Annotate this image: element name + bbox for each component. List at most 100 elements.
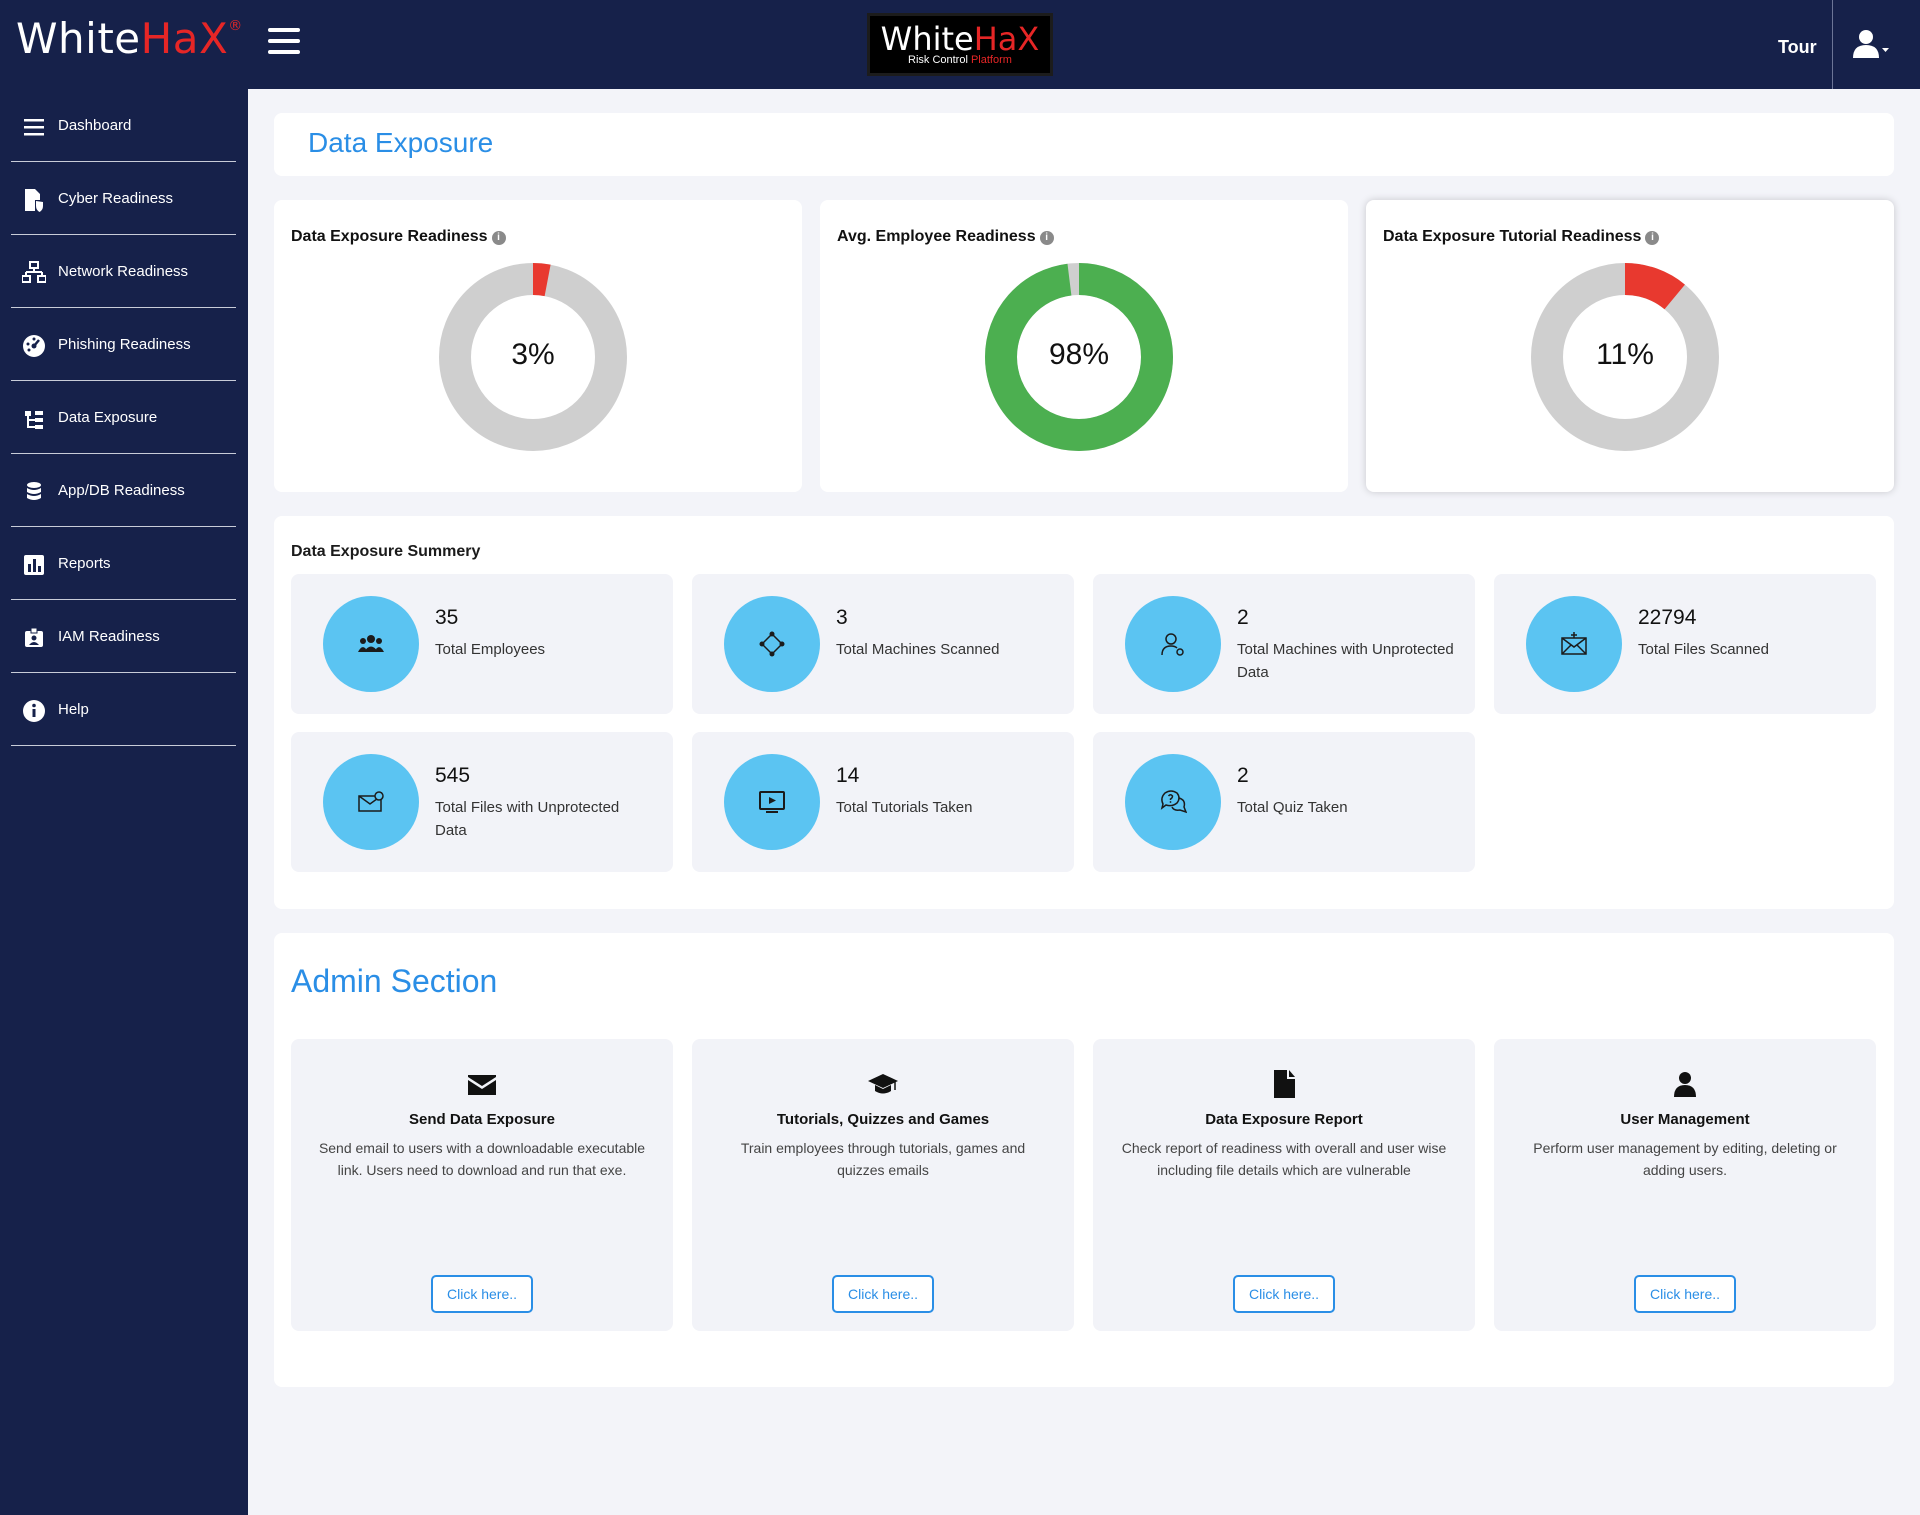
top-divider: [1832, 0, 1833, 89]
info-circle-icon[interactable]: i: [491, 231, 506, 245]
stat-card-files-unprotected: 545 Total Files with Unprotected Data: [291, 732, 673, 872]
admin-card-send-data-exposure: Send Data Exposure Send email to users w…: [291, 1039, 673, 1331]
stat-value: 2: [1237, 764, 1249, 787]
top-bar: WhiteHaX® WhiteHaX Risk Control Platform…: [0, 0, 1920, 89]
info-circle-icon[interactable]: i: [1039, 231, 1054, 245]
monitor-play-icon: [759, 791, 785, 813]
stat-card-total-employees: 35 Total Employees: [291, 574, 673, 714]
center-logo-sub: Risk Control: [908, 54, 968, 66]
bar-chart-icon: [24, 555, 44, 575]
sidebar-item-network-readiness[interactable]: Network Readiness: [11, 235, 236, 308]
click-here-button[interactable]: Click here..: [1233, 1275, 1335, 1313]
sidebar-item-reports[interactable]: Reports: [11, 527, 236, 600]
stat-value: 545: [435, 764, 471, 787]
admin-card-title: Tutorials, Quizzes and Games: [776, 1111, 990, 1128]
stat-label: Total Employees: [435, 641, 546, 658]
stat-value: 22794: [1638, 606, 1697, 629]
sidebar-item-data-exposure[interactable]: Data Exposure: [11, 381, 236, 454]
stat-label: Total Machines with Unprotected Data: [1237, 641, 1454, 681]
click-here-button[interactable]: Click here..: [431, 1275, 533, 1313]
admin-card-title: Send Data Exposure: [409, 1111, 555, 1128]
admin-card-desc: Train employees through tutorials, games…: [740, 1140, 1026, 1178]
stat-card-machines-unprotected: 2 Total Machines with Unprotected Data: [1093, 574, 1475, 714]
network-nodes-icon: [759, 631, 785, 657]
click-here-button[interactable]: Click here..: [832, 1275, 934, 1313]
tour-link[interactable]: Tour: [1778, 37, 1817, 57]
page-title: Data Exposure: [308, 127, 494, 158]
envelope-open-icon: [1561, 632, 1587, 655]
brand-white: White: [16, 14, 141, 63]
brand-logo[interactable]: WhiteHaX®: [16, 14, 243, 63]
stat-label: Total Quiz Taken: [1237, 799, 1348, 816]
click-here-button[interactable]: Click here..: [1634, 1275, 1736, 1313]
gauge-value: 3%: [511, 338, 555, 371]
sidebar-item-label: Phishing Readiness: [58, 336, 191, 353]
sidebar: Dashboard Cyber Readiness Network Readin…: [0, 89, 248, 1515]
gauge-title: Data Exposure Tutorial Readiness i: [1383, 228, 1660, 246]
stat-card-quiz-taken: 2 Total Quiz Taken: [1093, 732, 1475, 872]
admin-card-data-exposure-report: Data Exposure Report Check report of rea…: [1093, 1039, 1475, 1331]
graduation-cap-icon: [868, 1074, 898, 1094]
sidebar-item-help[interactable]: Help: [11, 673, 236, 746]
page-title-panel: Data Exposure: [274, 113, 1894, 176]
brand-registered: ®: [228, 18, 243, 34]
sidebar-item-label: Help: [58, 701, 89, 718]
user-icon: [1674, 1072, 1696, 1097]
sidebar-item-iam-readiness[interactable]: IAM Readiness: [11, 600, 236, 673]
stat-label: Total Files with Unprotected Data: [435, 799, 620, 839]
gauge-card-tutorial-readiness: Data Exposure Tutorial Readiness i 11%: [1366, 200, 1894, 492]
stat-value: 2: [1237, 606, 1249, 629]
admin-card-user-management: User Management Perform user management …: [1494, 1039, 1876, 1331]
summary-panel: Data Exposure Summery 35 Total Employees…: [274, 516, 1894, 909]
sidebar-item-cyber-readiness[interactable]: Cyber Readiness: [11, 162, 236, 235]
user-settings-icon: [1161, 633, 1184, 656]
file-icon: [1274, 1070, 1295, 1098]
list-icon: [24, 119, 44, 136]
stat-value: 3: [836, 606, 848, 629]
stat-icon-circle: [1125, 754, 1221, 850]
gauge-title: Avg. Employee Readiness i: [837, 228, 1054, 246]
center-logo-red: HaX: [973, 20, 1040, 58]
sidebar-item-app-db-readiness[interactable]: App/DB Readiness: [11, 454, 236, 527]
sitemap-icon: [25, 411, 43, 429]
users-icon: [358, 635, 384, 652]
donut-chart: [1531, 263, 1719, 451]
user-dropdown-icon[interactable]: [1852, 28, 1892, 62]
stat-icon-circle: [1125, 596, 1221, 692]
info-circle-icon[interactable]: i: [1645, 231, 1660, 245]
admin-card-title: User Management: [1620, 1111, 1750, 1128]
sidebar-item-dashboard[interactable]: Dashboard: [11, 89, 236, 162]
admin-panel: Admin Section Send Data Exposure Send em…: [274, 933, 1894, 1387]
sidebar-item-label: App/DB Readiness: [58, 482, 185, 499]
stat-icon-circle: [724, 754, 820, 850]
info-icon: [23, 700, 45, 722]
center-logo-white: White: [880, 20, 974, 58]
stat-card-files-scanned: 22794 Total Files Scanned: [1494, 574, 1876, 714]
donut-value-arc: [439, 263, 627, 451]
sidebar-item-label: IAM Readiness: [58, 628, 160, 645]
hamburger-icon[interactable]: [268, 28, 300, 56]
stat-value: 14: [836, 764, 860, 787]
admin-card-title: Data Exposure Report: [1205, 1111, 1363, 1128]
stat-card-tutorials-taken: 14 Total Tutorials Taken: [692, 732, 1074, 872]
id-badge-icon: [25, 627, 43, 647]
gauge-card-data-exposure-readiness: Data Exposure Readiness i 3%: [274, 200, 802, 492]
envelope-icon: [468, 1075, 496, 1095]
admin-card-tutorials: Tutorials, Quizzes and Games Train emplo…: [692, 1039, 1074, 1331]
admin-section-title: Admin Section: [291, 963, 498, 999]
stat-label: Total Files Scanned: [1638, 641, 1769, 658]
sidebar-item-phishing-readiness[interactable]: Phishing Readiness: [11, 308, 236, 381]
stat-icon-circle: [323, 596, 419, 692]
stat-card-machines-scanned: 3 Total Machines Scanned: [692, 574, 1074, 714]
sidebar-item-label: Cyber Readiness: [58, 190, 174, 207]
database-icon: [27, 482, 41, 500]
stat-icon-circle: [724, 596, 820, 692]
gauge-title: Data Exposure Readiness i: [291, 228, 506, 246]
summary-title: Data Exposure Summery: [291, 543, 481, 560]
admin-card-desc: Check report of readiness with overall a…: [1121, 1140, 1447, 1178]
sidebar-item-label: Network Readiness: [58, 263, 189, 280]
gauge-value: 11%: [1596, 338, 1654, 371]
brand-red: HaX: [140, 14, 229, 63]
donut-value-arc: [1531, 263, 1719, 451]
stat-icon-circle: [323, 754, 419, 850]
